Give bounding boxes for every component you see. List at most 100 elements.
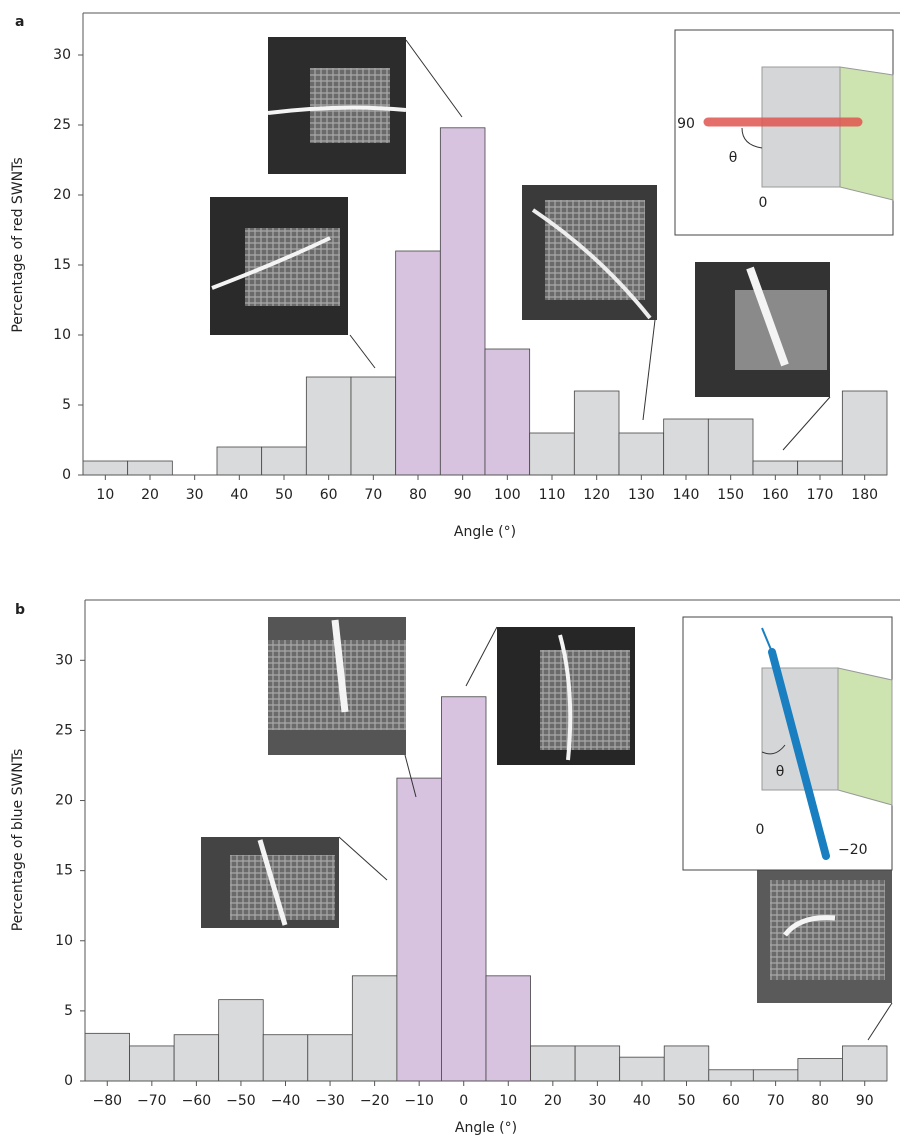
bar: [529, 432, 575, 476]
x-axis-label: Angle (°): [455, 1120, 517, 1136]
x-tick-label: 170: [807, 487, 834, 503]
x-tick-label: 30: [186, 487, 204, 503]
bar: [173, 1034, 220, 1082]
x-tick-label: −60: [182, 1093, 212, 1109]
y-tick-label: 15: [53, 257, 71, 273]
bar: [216, 446, 263, 476]
x-tick-label: 100: [494, 487, 521, 503]
photo: [497, 627, 635, 765]
x-tick-label: 180: [851, 487, 878, 503]
x-tick-label: 70: [767, 1093, 785, 1109]
bar: [663, 1045, 710, 1082]
leader: [404, 754, 417, 798]
x-tick-label: 40: [230, 487, 248, 503]
y-tick-label: 25: [53, 117, 71, 133]
bar: [530, 1045, 576, 1082]
leader: [338, 836, 388, 881]
x-tick-label: 10: [499, 1093, 517, 1109]
y-tick-label: 0: [64, 1073, 73, 1089]
diagram-rod: [761, 627, 773, 653]
bar: [307, 1034, 353, 1082]
panel-label: a: [15, 14, 24, 30]
bar: [707, 418, 754, 476]
bar: [797, 460, 843, 476]
annotation: −20: [838, 842, 868, 858]
annotation: θ: [729, 150, 738, 166]
bar: [127, 460, 173, 476]
x-tick-label: −70: [137, 1093, 167, 1109]
x-tick-label: −10: [404, 1093, 434, 1109]
y-tick-label: 5: [64, 1003, 73, 1019]
x-tick-label: 50: [275, 487, 293, 503]
photo: [695, 262, 830, 397]
leader: [465, 626, 498, 687]
bar: [618, 432, 665, 476]
bar: [485, 975, 531, 1082]
bar: [842, 1045, 888, 1082]
photo: [201, 837, 339, 928]
diagram-shape: [837, 667, 893, 806]
photo: [267, 37, 407, 174]
x-tick-label: 120: [583, 487, 610, 503]
y-tick-label: 25: [55, 722, 73, 738]
bar: [441, 696, 487, 1082]
bar: [841, 390, 888, 476]
bar: [752, 1069, 799, 1082]
x-tick-label: 160: [762, 487, 789, 503]
x-tick-label: 90: [856, 1093, 874, 1109]
x-tick-label: 70: [364, 487, 382, 503]
annotation: 0: [759, 195, 768, 211]
y-tick-label: 30: [55, 652, 73, 668]
insets: [201, 29, 894, 1041]
diagram-rod: [768, 648, 830, 860]
bar: [574, 1045, 621, 1082]
y-axis-label: Percentage of red SWNTs: [10, 157, 26, 332]
x-tick-label: −80: [93, 1093, 123, 1109]
x-tick-label: 20: [544, 1093, 562, 1109]
x-tick-label: −20: [360, 1093, 390, 1109]
leader: [782, 396, 831, 451]
x-tick-label: 90: [454, 487, 472, 503]
bar: [752, 460, 799, 476]
leader: [642, 319, 656, 421]
bar: [573, 390, 620, 476]
diagram-arc: [741, 127, 763, 149]
x-tick-label: 130: [628, 487, 655, 503]
x-tick-label: 60: [320, 487, 338, 503]
y-tick-label: 5: [62, 397, 71, 413]
y-tick-label: 0: [62, 467, 71, 483]
x-tick-label: 30: [588, 1093, 606, 1109]
annotation: 0: [756, 822, 765, 838]
x-tick-label: −30: [315, 1093, 345, 1109]
photo: [757, 868, 892, 1003]
y-tick-label: 10: [53, 327, 71, 343]
bar: [350, 376, 397, 476]
x-tick-label: 80: [811, 1093, 829, 1109]
x-axis-label: Angle (°): [454, 524, 516, 540]
diagram-shape: [839, 66, 894, 201]
x-tick-label: 150: [717, 487, 744, 503]
x-tick-label: 110: [539, 487, 566, 503]
y-tick-label: 20: [55, 793, 73, 809]
bar: [261, 446, 307, 476]
bar: [797, 1058, 843, 1082]
bar: [218, 999, 264, 1082]
bar: [396, 777, 442, 1082]
diagram-shape: [761, 66, 841, 188]
annotation: θ: [776, 764, 785, 780]
bar: [129, 1045, 175, 1082]
bar: [305, 376, 352, 476]
leader: [349, 334, 376, 369]
y-tick-label: 15: [55, 863, 73, 879]
y-tick-label: 30: [53, 47, 71, 63]
panel-label: b: [15, 602, 25, 618]
x-tick-label: 10: [96, 487, 114, 503]
y-tick-label: 20: [53, 187, 71, 203]
bar: [395, 250, 441, 476]
bar: [262, 1034, 309, 1082]
leader: [405, 39, 463, 118]
photo: [522, 185, 657, 320]
bar: [619, 1056, 665, 1082]
diagram-arc: [761, 744, 786, 755]
bar: [663, 418, 709, 476]
